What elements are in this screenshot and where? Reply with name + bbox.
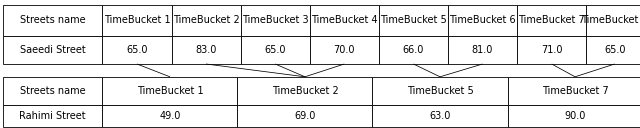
Bar [372, 105, 508, 127]
Text: TimeBucket 1: TimeBucket 1 [136, 86, 204, 96]
Bar [448, 5, 517, 36]
Text: 70.0: 70.0 [333, 45, 355, 55]
Text: TimeBucket 8: TimeBucket 8 [581, 15, 640, 25]
Text: 65.0: 65.0 [126, 45, 148, 55]
Bar [237, 77, 372, 105]
Bar [237, 105, 372, 127]
Bar [241, 36, 310, 64]
Text: Streets name: Streets name [20, 86, 86, 96]
Text: 65.0: 65.0 [264, 45, 286, 55]
Bar [586, 5, 640, 36]
Text: 83.0: 83.0 [195, 45, 217, 55]
Bar [3, 5, 102, 36]
Bar [310, 5, 379, 36]
Text: 71.0: 71.0 [541, 45, 563, 55]
Bar [241, 5, 310, 36]
Bar [102, 5, 172, 36]
Bar [102, 105, 237, 127]
Text: TimeBucket 7: TimeBucket 7 [518, 15, 585, 25]
Text: Streets name: Streets name [20, 15, 86, 25]
Bar [372, 77, 508, 105]
Bar [172, 36, 241, 64]
Bar [517, 36, 586, 64]
Text: 69.0: 69.0 [294, 111, 316, 121]
Bar [3, 36, 102, 64]
Bar [448, 36, 517, 64]
Bar [508, 105, 640, 127]
Text: 65.0: 65.0 [604, 45, 625, 55]
Text: TimeBucket 7: TimeBucket 7 [541, 86, 609, 96]
Text: 66.0: 66.0 [403, 45, 424, 55]
Bar [586, 36, 640, 64]
Bar [102, 36, 172, 64]
Text: TimeBucket 4: TimeBucket 4 [311, 15, 378, 25]
Text: TimeBucket 5: TimeBucket 5 [406, 86, 474, 96]
Bar [102, 77, 237, 105]
Bar [517, 5, 586, 36]
Text: 81.0: 81.0 [472, 45, 493, 55]
Text: TimeBucket 3: TimeBucket 3 [242, 15, 308, 25]
Text: 63.0: 63.0 [429, 111, 451, 121]
Text: TimeBucket 5: TimeBucket 5 [380, 15, 447, 25]
Text: TimeBucket 2: TimeBucket 2 [271, 86, 339, 96]
Bar [508, 77, 640, 105]
Bar [172, 5, 241, 36]
Text: 49.0: 49.0 [159, 111, 180, 121]
Text: Saeedi Street: Saeedi Street [20, 45, 86, 55]
Bar [3, 105, 102, 127]
Bar [3, 77, 102, 105]
Text: 90.0: 90.0 [564, 111, 586, 121]
Bar [310, 36, 379, 64]
Bar [379, 36, 448, 64]
Text: Rahimi Street: Rahimi Street [19, 111, 86, 121]
Text: TimeBucket 2: TimeBucket 2 [173, 15, 239, 25]
Text: TimeBucket 6: TimeBucket 6 [449, 15, 516, 25]
Bar [379, 5, 448, 36]
Text: TimeBucket 1: TimeBucket 1 [104, 15, 170, 25]
